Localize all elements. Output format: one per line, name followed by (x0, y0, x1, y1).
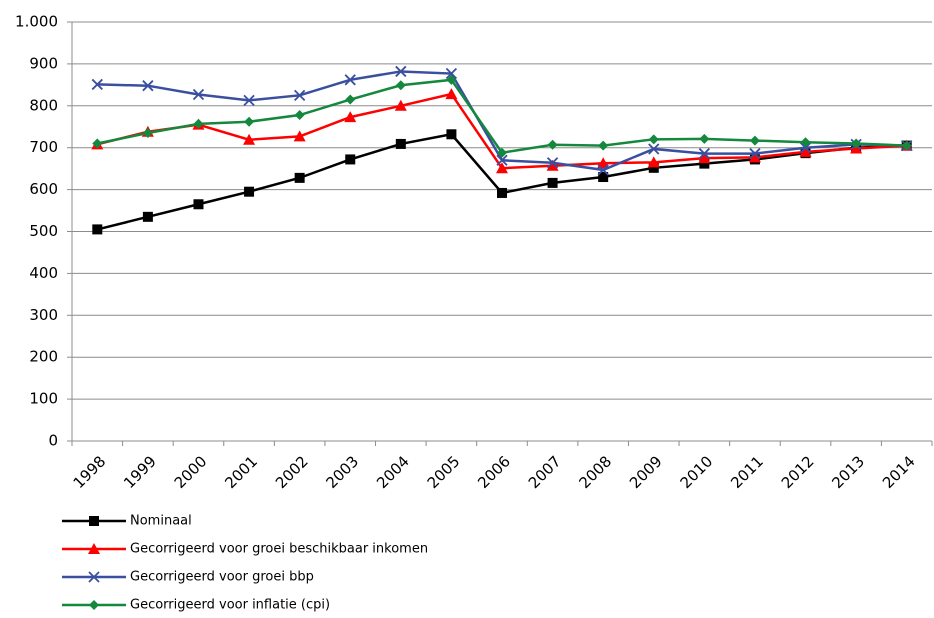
marker (698, 152, 711, 164)
marker (598, 140, 609, 151)
marker (446, 129, 457, 140)
x-tick-label: 2006 (474, 452, 514, 492)
y-tick-label: 500 (29, 222, 58, 240)
marker (648, 134, 659, 145)
marker (547, 139, 558, 150)
marker (345, 94, 356, 105)
marker (748, 151, 761, 163)
marker (395, 80, 406, 91)
marker (88, 543, 100, 554)
marker (546, 159, 559, 171)
x-tick-label: 2001 (221, 452, 261, 492)
marker (648, 162, 659, 173)
x-tick-label: 2003 (323, 452, 363, 492)
marker (142, 211, 153, 222)
x-tick-label: 2008 (575, 452, 615, 492)
y-tick-label: 600 (29, 180, 58, 198)
x-tick-label: 2007 (525, 452, 565, 492)
marker (244, 116, 255, 127)
marker (193, 199, 204, 210)
marker (749, 135, 760, 146)
marker (345, 154, 356, 165)
marker (496, 162, 508, 174)
legend-label: Nominaal (130, 514, 192, 529)
marker (243, 94, 255, 106)
marker (91, 78, 103, 91)
y-tick-label: 0 (48, 432, 58, 450)
marker (445, 67, 458, 80)
marker (800, 137, 811, 148)
marker (294, 89, 306, 101)
x-tick-label: 1998 (70, 452, 110, 492)
y-tick-label: 900 (29, 54, 58, 72)
marker (799, 145, 812, 157)
x-tick-label: 1999 (120, 452, 160, 492)
y-tick-label: 400 (29, 264, 58, 282)
x-tick-label: 2013 (828, 452, 868, 492)
x-tick-label: 2004 (373, 452, 413, 492)
marker (92, 138, 103, 149)
y-tick-label: 300 (29, 306, 58, 324)
marker (243, 133, 256, 145)
marker (192, 88, 205, 101)
marker (395, 138, 406, 149)
marker (89, 516, 99, 526)
marker (193, 118, 204, 129)
marker (446, 74, 457, 85)
y-tick-label: 700 (29, 138, 58, 156)
legend-label: Gecorrigeerd voor inflatie (cpi) (130, 598, 330, 613)
marker (901, 140, 912, 151)
marker (294, 172, 305, 183)
marker (496, 154, 508, 166)
marker (851, 138, 862, 149)
x-tick-label: 2010 (677, 452, 717, 492)
y-tick-label: 800 (29, 96, 58, 114)
marker (546, 157, 559, 169)
marker (344, 111, 357, 123)
series-line (97, 78, 907, 155)
x-tick-label: 2012 (778, 452, 818, 492)
marker (698, 147, 710, 160)
marker (699, 158, 710, 169)
marker (497, 187, 507, 198)
x-tick-label: 2011 (727, 452, 767, 492)
marker (344, 74, 356, 86)
marker (497, 147, 507, 158)
marker (294, 110, 305, 121)
legend-label: Gecorrigeerd voor groei bbp (130, 570, 314, 585)
marker (597, 157, 610, 169)
x-tick-label: 2014 (879, 452, 919, 492)
marker (293, 130, 306, 142)
marker (244, 186, 255, 197)
legend-label: Gecorrigeerd voor groei beschikbaar inko… (130, 542, 428, 557)
marker (445, 88, 458, 100)
marker (597, 164, 609, 176)
marker (92, 224, 103, 235)
marker (648, 143, 660, 155)
x-tick-label: 2002 (272, 452, 312, 492)
marker (647, 156, 660, 168)
y-tick-label: 1.000 (15, 13, 58, 31)
x-tick-label: 2005 (424, 452, 464, 492)
marker (394, 99, 407, 111)
marker (142, 128, 153, 139)
marker (88, 571, 100, 583)
y-tick-label: 200 (29, 348, 58, 366)
marker (89, 600, 99, 610)
marker (699, 133, 710, 144)
marker (749, 147, 761, 160)
marker (395, 65, 407, 78)
marker (598, 172, 609, 183)
x-tick-label: 2009 (626, 452, 666, 492)
marker (142, 80, 154, 92)
marker (547, 177, 558, 188)
marker (799, 142, 812, 154)
y-tick-label: 100 (29, 390, 58, 408)
x-tick-label: 2000 (171, 452, 211, 492)
